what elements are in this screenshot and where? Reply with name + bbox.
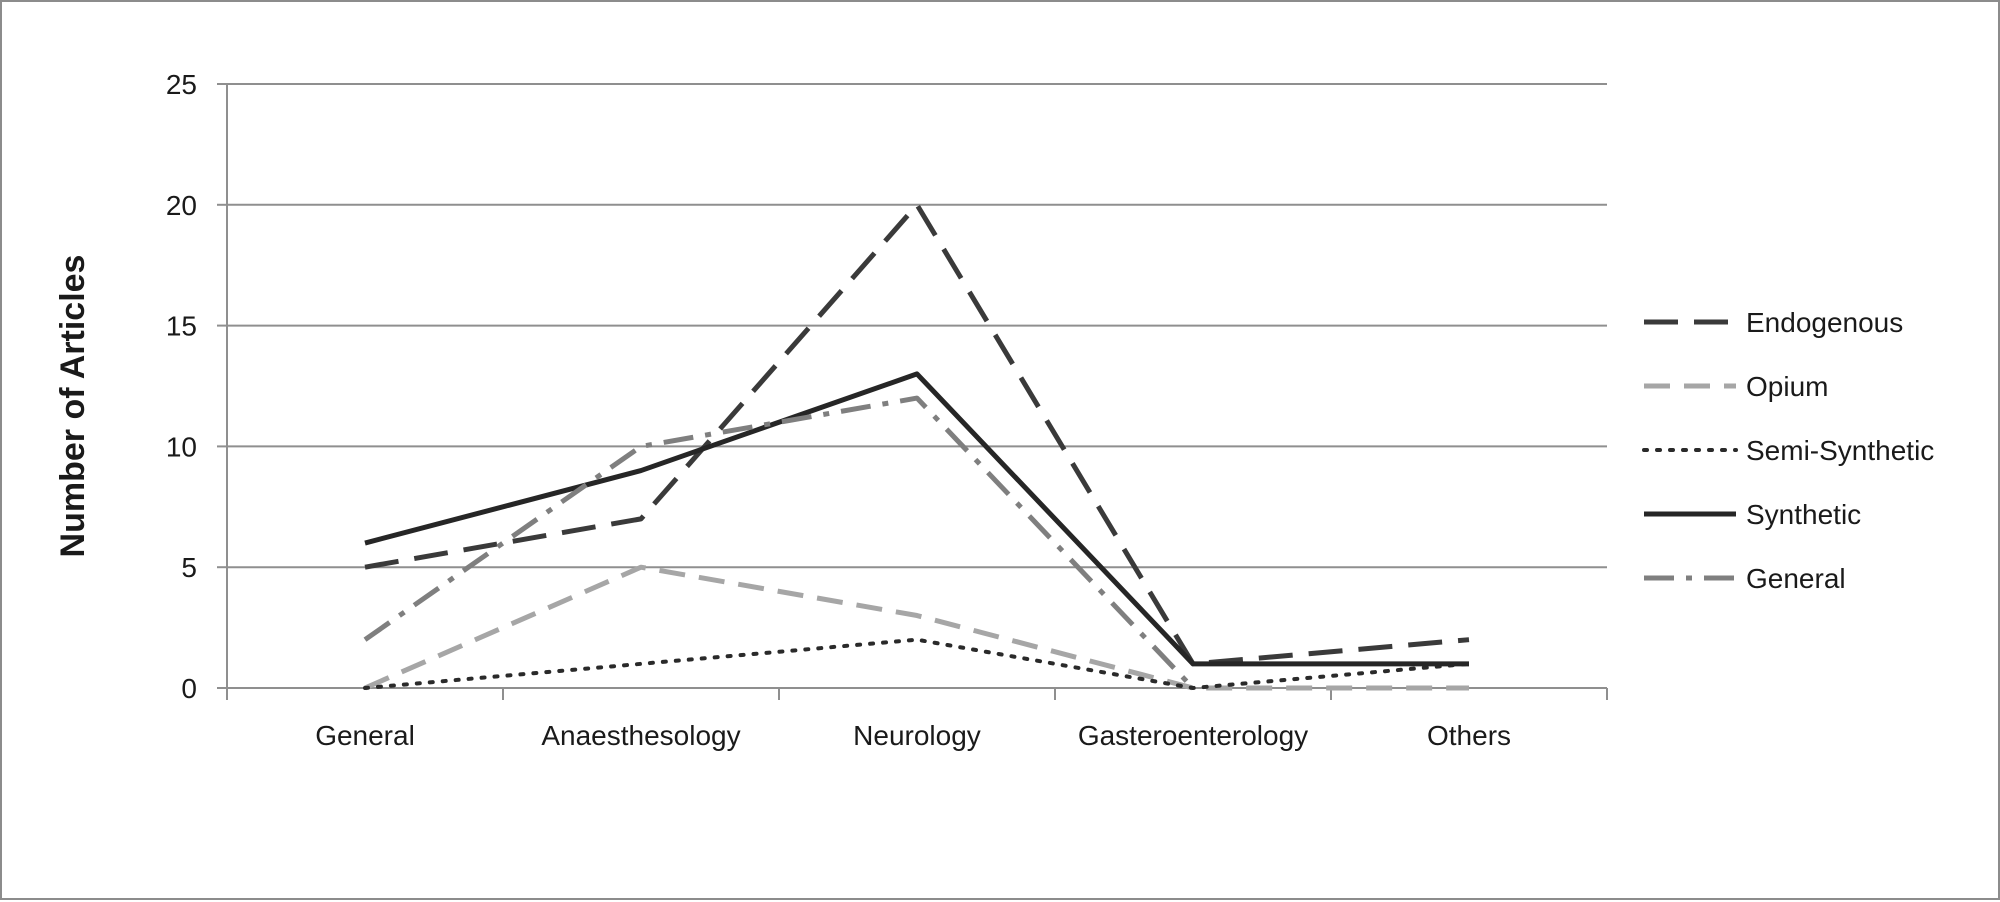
x-tick-label: General — [315, 720, 415, 751]
series-line-synthetic — [364, 371, 1469, 667]
series-line-endogenous — [364, 202, 1470, 667]
series-lines — [363, 202, 1471, 691]
y-tick-label: 15 — [166, 311, 197, 342]
legend-item-opium: Opium — [1644, 371, 1828, 402]
legend-item-endogenous: Endogenous — [1644, 307, 1903, 338]
legend-item-semi-synthetic: Semi-Synthetic — [1642, 435, 1934, 466]
legend-label: Semi-Synthetic — [1746, 435, 1934, 466]
legend: Endogenous Opium Semi-Synthetic Synthetic Ge… — [1642, 307, 1934, 594]
series-line-semi-synthetic — [363, 637, 1471, 690]
series-line-opium — [363, 564, 1469, 691]
y-axis-title: Number of Articles — [54, 255, 92, 558]
legend-label: Opium — [1746, 371, 1828, 402]
x-tick-label: Neurology — [853, 720, 981, 751]
y-tick-label: 5 — [181, 552, 197, 583]
x-tick-label: Anaesthesology — [541, 720, 740, 751]
legend-label: Endogenous — [1746, 307, 1903, 338]
y-tick-label: 0 — [181, 673, 197, 704]
y-tick-label: 10 — [166, 431, 197, 462]
y-tick-label: 25 — [166, 69, 197, 100]
axes: 0 5 10 15 20 25 General Anaesthesology Neurology… — [166, 69, 1608, 751]
legend-item-general: General — [1644, 563, 1846, 594]
legend-label: General — [1746, 563, 1846, 594]
x-tick-label: Gasteroenterology — [1078, 720, 1308, 751]
gridlines — [227, 83, 1607, 569]
y-tick-label: 20 — [166, 190, 197, 221]
legend-item-synthetic: Synthetic — [1644, 499, 1861, 530]
legend-label: Synthetic — [1746, 499, 1861, 530]
x-tick-label: Others — [1427, 720, 1511, 751]
